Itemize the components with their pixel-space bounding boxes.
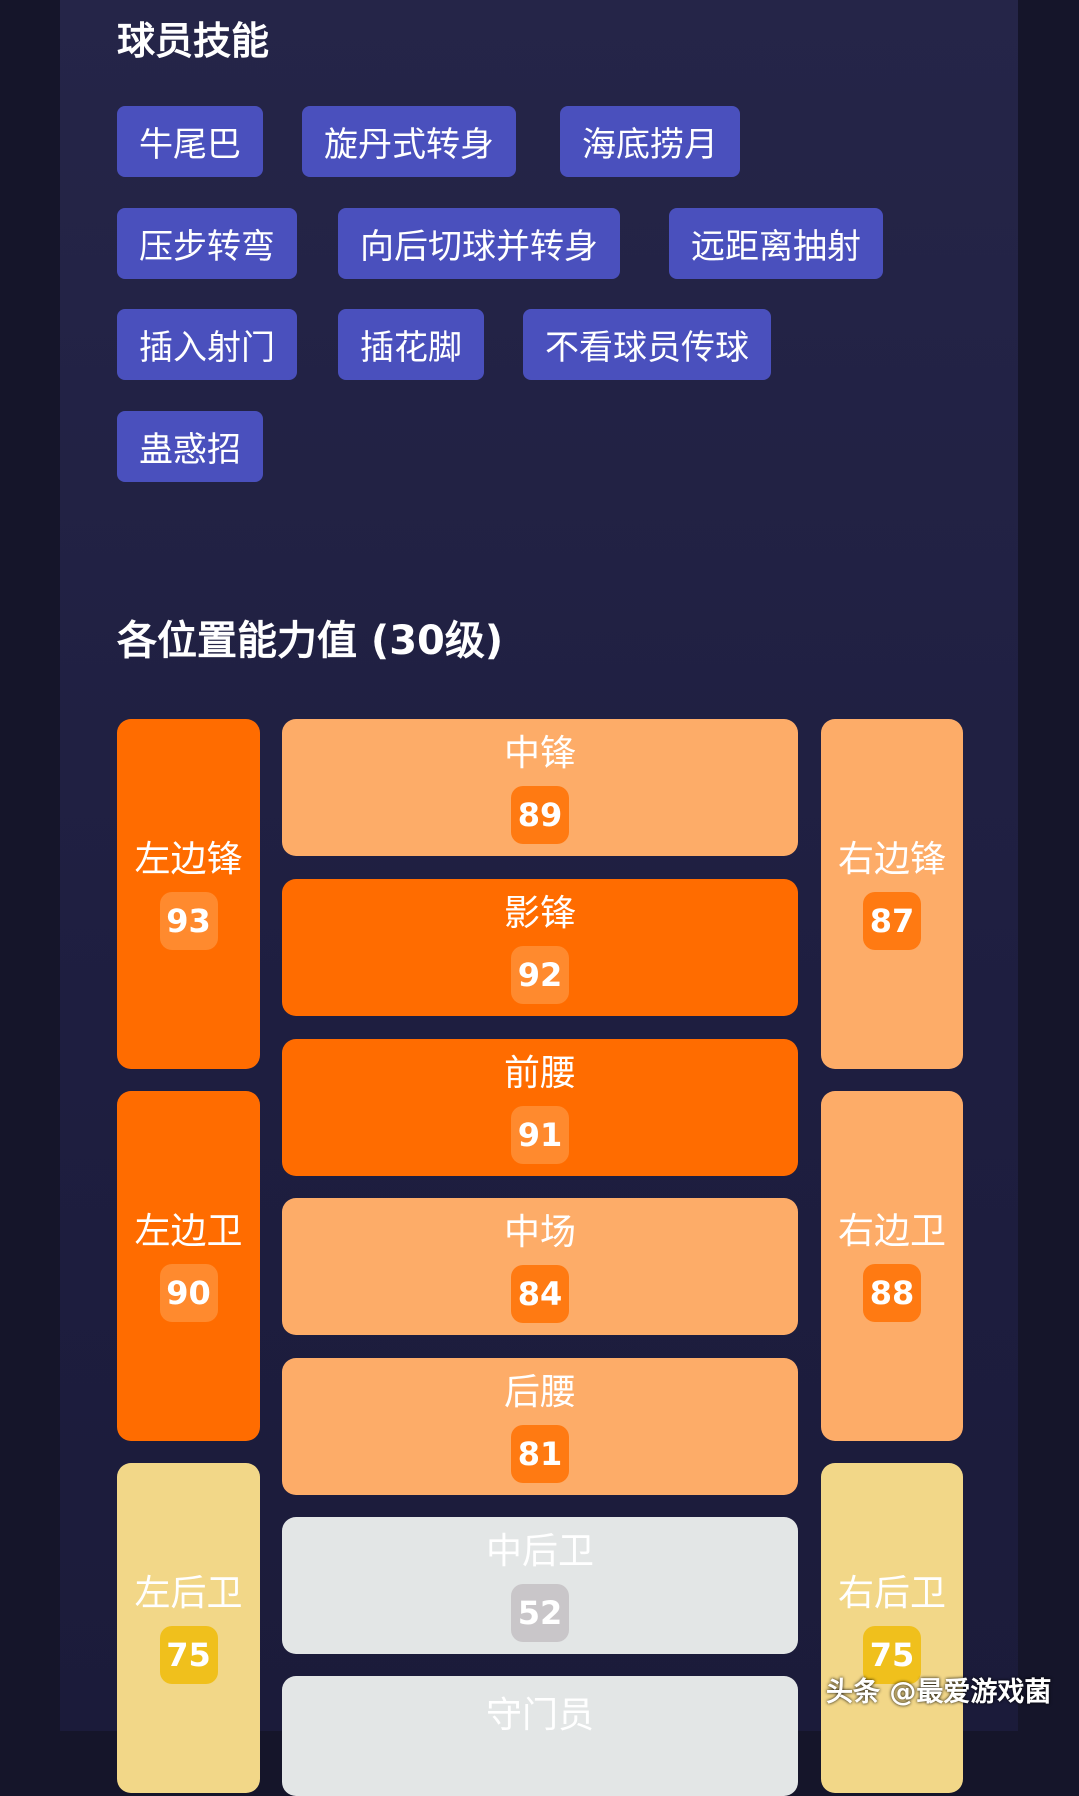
watermark: 头条 @最爱游戏菌 bbox=[826, 1677, 1052, 1708]
skill-chip[interactable]: 旋丹式转身 bbox=[302, 106, 516, 177]
position-cell: 前腰 91 bbox=[282, 1039, 798, 1176]
position-name: 右边卫 bbox=[837, 1211, 946, 1252]
skills-title: 球员技能 bbox=[117, 19, 270, 63]
position-cell: 中场 84 bbox=[282, 1198, 798, 1335]
position-name: 影锋 bbox=[503, 892, 576, 934]
position-name: 左后卫 bbox=[134, 1573, 243, 1614]
position-cell: 右边卫 88 bbox=[821, 1091, 963, 1441]
position-name: 左边卫 bbox=[134, 1211, 243, 1252]
position-rating-badge: 87 bbox=[863, 892, 921, 950]
skill-chip[interactable]: 海底捞月 bbox=[560, 106, 740, 177]
position-rating-badge: 75 bbox=[159, 1626, 218, 1684]
position-rating-badge: 88 bbox=[863, 1264, 921, 1322]
position-cell: 守门员 bbox=[282, 1676, 798, 1796]
skill-chip[interactable]: 压步转弯 bbox=[117, 208, 297, 279]
position-rating-badge: 91 bbox=[511, 1105, 569, 1164]
position-name: 中锋 bbox=[503, 732, 576, 774]
position-name: 左边锋 bbox=[134, 839, 243, 880]
position-name: 前腰 bbox=[503, 1052, 576, 1094]
position-rating-badge: 84 bbox=[511, 1264, 569, 1323]
position-cell: 影锋 92 bbox=[282, 879, 798, 1016]
position-name: 后腰 bbox=[503, 1371, 576, 1413]
position-rating-badge: 89 bbox=[511, 785, 569, 844]
position-cell: 左边锋 93 bbox=[117, 719, 260, 1069]
position-cell: 左边卫 90 bbox=[117, 1091, 260, 1441]
position-rating-badge: 92 bbox=[511, 945, 569, 1004]
skill-chip[interactable]: 远距离抽射 bbox=[669, 208, 883, 279]
position-name: 右后卫 bbox=[837, 1573, 946, 1614]
position-rating-badge: 52 bbox=[511, 1583, 569, 1642]
position-name: 中场 bbox=[503, 1211, 576, 1253]
skill-chip[interactable]: 牛尾巴 bbox=[117, 106, 263, 177]
position-name: 守门员 bbox=[485, 1695, 594, 1736]
position-cell: 后腰 81 bbox=[282, 1358, 798, 1495]
position-rating-badge: 93 bbox=[159, 892, 218, 950]
position-cell: 右后卫 75 bbox=[821, 1463, 963, 1793]
position-name: 中后卫 bbox=[485, 1530, 594, 1572]
position-rating-badge: 81 bbox=[511, 1424, 569, 1483]
position-name: 右边锋 bbox=[837, 839, 946, 880]
skill-chip[interactable]: 不看球员传球 bbox=[523, 309, 771, 380]
position-cell: 右边锋 87 bbox=[821, 719, 963, 1069]
skill-chip[interactable]: 蛊惑招 bbox=[117, 411, 263, 482]
position-cell: 中后卫 52 bbox=[282, 1517, 798, 1654]
position-cell: 左后卫 75 bbox=[117, 1463, 260, 1793]
skill-chip[interactable]: 插花脚 bbox=[338, 309, 484, 380]
positions-title: 各位置能力值 (30级) bbox=[117, 618, 504, 664]
position-rating-badge: 75 bbox=[863, 1626, 921, 1684]
position-rating-badge: 90 bbox=[159, 1264, 218, 1322]
position-cell: 中锋 89 bbox=[282, 719, 798, 856]
skill-chip[interactable]: 插入射门 bbox=[117, 309, 297, 380]
skill-chip[interactable]: 向后切球并转身 bbox=[338, 208, 620, 279]
